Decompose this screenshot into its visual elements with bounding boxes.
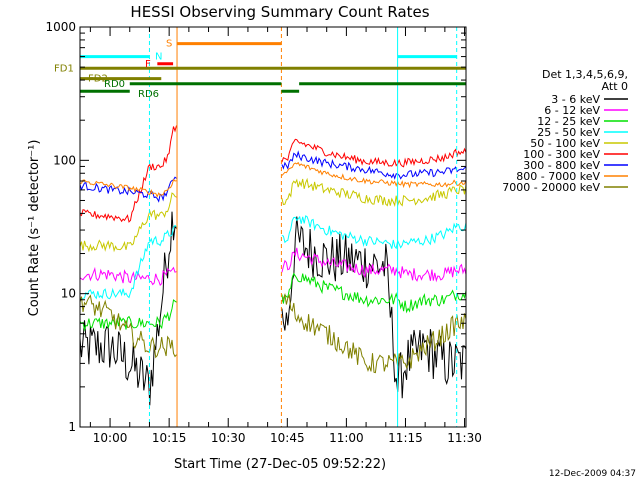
legend-label-9: 7000 - 20000 keV bbox=[502, 181, 600, 194]
legend-label-2: 6 - 12 keV bbox=[544, 104, 600, 117]
x-tick-label-7: 11:30 bbox=[447, 431, 482, 445]
plot-frame bbox=[79, 26, 467, 428]
legend-label-5: 50 - 100 keV bbox=[530, 137, 600, 150]
y-axis-label: Count Rate (s⁻¹ detector⁻¹) bbox=[27, 140, 42, 317]
x-tick-label-1: 10:00 bbox=[93, 431, 128, 445]
flag-label-s: S bbox=[166, 39, 172, 50]
legend-label-4: 25 - 50 keV bbox=[537, 126, 600, 139]
flag-label-f: F bbox=[145, 59, 151, 70]
chart-title: HESSI Observing Summary Count Rates bbox=[130, 3, 429, 21]
legend-header-attenuator: Att 0 bbox=[602, 80, 628, 93]
x-tick-label-4: 10:45 bbox=[270, 431, 305, 445]
series-line-8 bbox=[79, 161, 467, 198]
legend-label-7: 300 - 800 keV bbox=[523, 159, 600, 172]
legend-label-8: 800 - 7000 keV bbox=[516, 170, 600, 183]
flag-label-fd2: FD2 bbox=[88, 74, 108, 85]
series-line-3 bbox=[79, 272, 467, 332]
legend-label-3: 12 - 25 keV bbox=[537, 115, 600, 128]
flag-label-fd1: FD1 bbox=[54, 63, 74, 74]
flag-label-rd0: RD0 bbox=[104, 79, 125, 90]
flag-label-n: N bbox=[155, 52, 162, 63]
series-line-4 bbox=[79, 215, 467, 300]
legend-label-6: 100 - 300 keV bbox=[523, 148, 600, 161]
legend-header-detectors: Det 1,3,4,5,6,9, bbox=[542, 68, 628, 81]
x-tick-label-5: 11:00 bbox=[329, 431, 364, 445]
legend-label-1: 3 - 6 keV bbox=[551, 93, 600, 106]
series-line-5 bbox=[79, 177, 467, 253]
x-tick-label-6: 11:15 bbox=[388, 431, 423, 445]
series-line-6 bbox=[79, 125, 467, 223]
series-line-2 bbox=[79, 247, 467, 287]
y-tick-label-1: 1 bbox=[68, 420, 76, 434]
x-axis-label: Start Time (27-Dec-05 09:52:22) bbox=[174, 457, 386, 472]
series-line-1 bbox=[79, 211, 467, 406]
y-tick-label-3: 100 bbox=[53, 153, 76, 167]
y-tick-label-2: 10 bbox=[61, 287, 76, 301]
timestamp: 12-Dec-2009 04:37 bbox=[549, 469, 636, 479]
x-tick-label-3: 10:30 bbox=[211, 431, 246, 445]
flag-label-rd6: RD6 bbox=[138, 89, 159, 100]
series-line-9 bbox=[79, 292, 467, 374]
x-tick-label-2: 10:15 bbox=[152, 431, 187, 445]
y-tick-label-4: 1000 bbox=[45, 20, 76, 34]
series-line-7 bbox=[79, 150, 467, 203]
